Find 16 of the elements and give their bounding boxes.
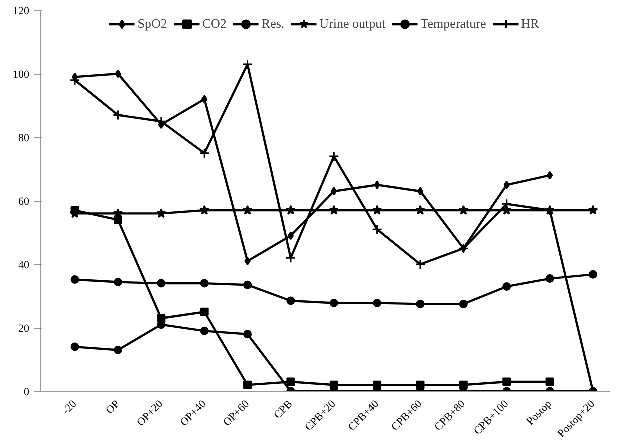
legend-label: CO2 [202,16,227,32]
y-tick-label: 20 [18,323,30,335]
y-tick-label: 60 [18,196,30,208]
y-tick-label: 40 [18,260,30,272]
legend-label: SpO2 [138,16,168,32]
y-tick-label: 120 [13,6,30,18]
y-tick-label: 80 [18,132,30,144]
legend-label: Temperature [420,16,486,32]
legend-label: HR [521,16,540,32]
legend-label: Res. [262,16,285,32]
x-tick-label: OP [104,398,122,417]
y-tick-label: 100 [13,69,30,81]
y-tick-label: 0 [24,386,30,398]
legend-label: Urine output [320,16,386,32]
x-tick-label: CPB [272,398,296,422]
x-tick-label: -20 [60,398,80,418]
